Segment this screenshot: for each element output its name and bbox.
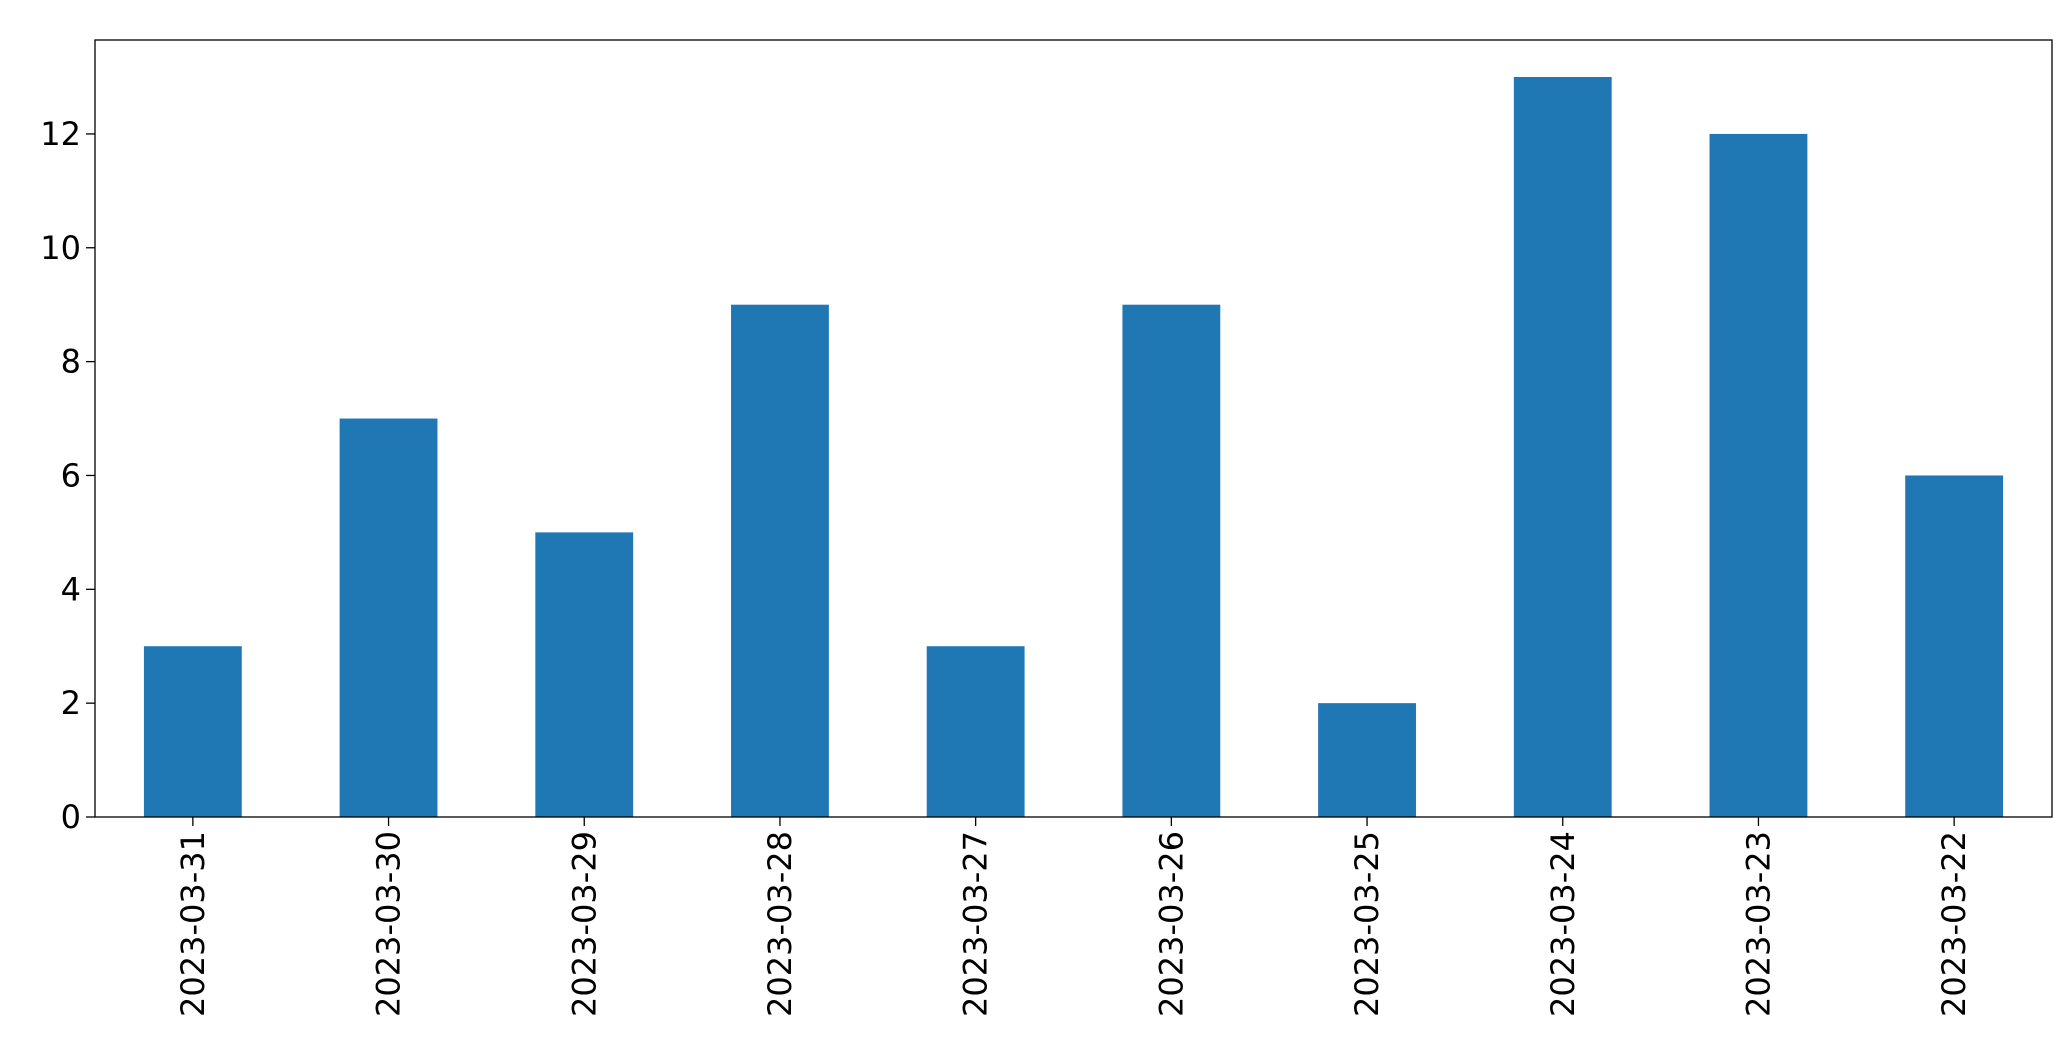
x-tick-label: 2023-03-24 bbox=[1544, 831, 1582, 1017]
x-tick-label: 2023-03-25 bbox=[1348, 831, 1386, 1017]
bar bbox=[1513, 77, 1612, 817]
bar bbox=[926, 646, 1025, 817]
bar bbox=[731, 304, 829, 817]
x-tick-label: 2023-03-23 bbox=[1739, 831, 1777, 1017]
y-tick-label: 6 bbox=[61, 456, 81, 494]
bar bbox=[1318, 703, 1416, 817]
x-tick-label: 2023-03-26 bbox=[1152, 831, 1190, 1017]
plot-frame bbox=[94, 39, 2053, 818]
x-tick-label: 2023-03-31 bbox=[174, 831, 212, 1017]
bar bbox=[1709, 133, 1808, 817]
bar bbox=[339, 418, 438, 817]
x-tick-label: 2023-03-27 bbox=[957, 831, 995, 1017]
bar bbox=[1122, 304, 1221, 817]
y-tick-label: 2 bbox=[61, 684, 81, 722]
x-tick-label: 2023-03-29 bbox=[565, 831, 603, 1017]
y-tick-label: 0 bbox=[61, 798, 81, 836]
x-tick-label: 2023-03-28 bbox=[761, 831, 799, 1017]
y-tick-label: 4 bbox=[61, 570, 81, 608]
y-tick-label: 10 bbox=[40, 229, 81, 267]
y-tick-label: 8 bbox=[61, 343, 81, 381]
x-tick-label: 2023-03-22 bbox=[1935, 831, 1973, 1017]
bar bbox=[535, 532, 634, 817]
x-tick-label: 2023-03-30 bbox=[370, 831, 408, 1017]
bar bbox=[1905, 475, 2004, 817]
y-tick-label: 12 bbox=[40, 115, 81, 153]
bar bbox=[143, 646, 242, 817]
